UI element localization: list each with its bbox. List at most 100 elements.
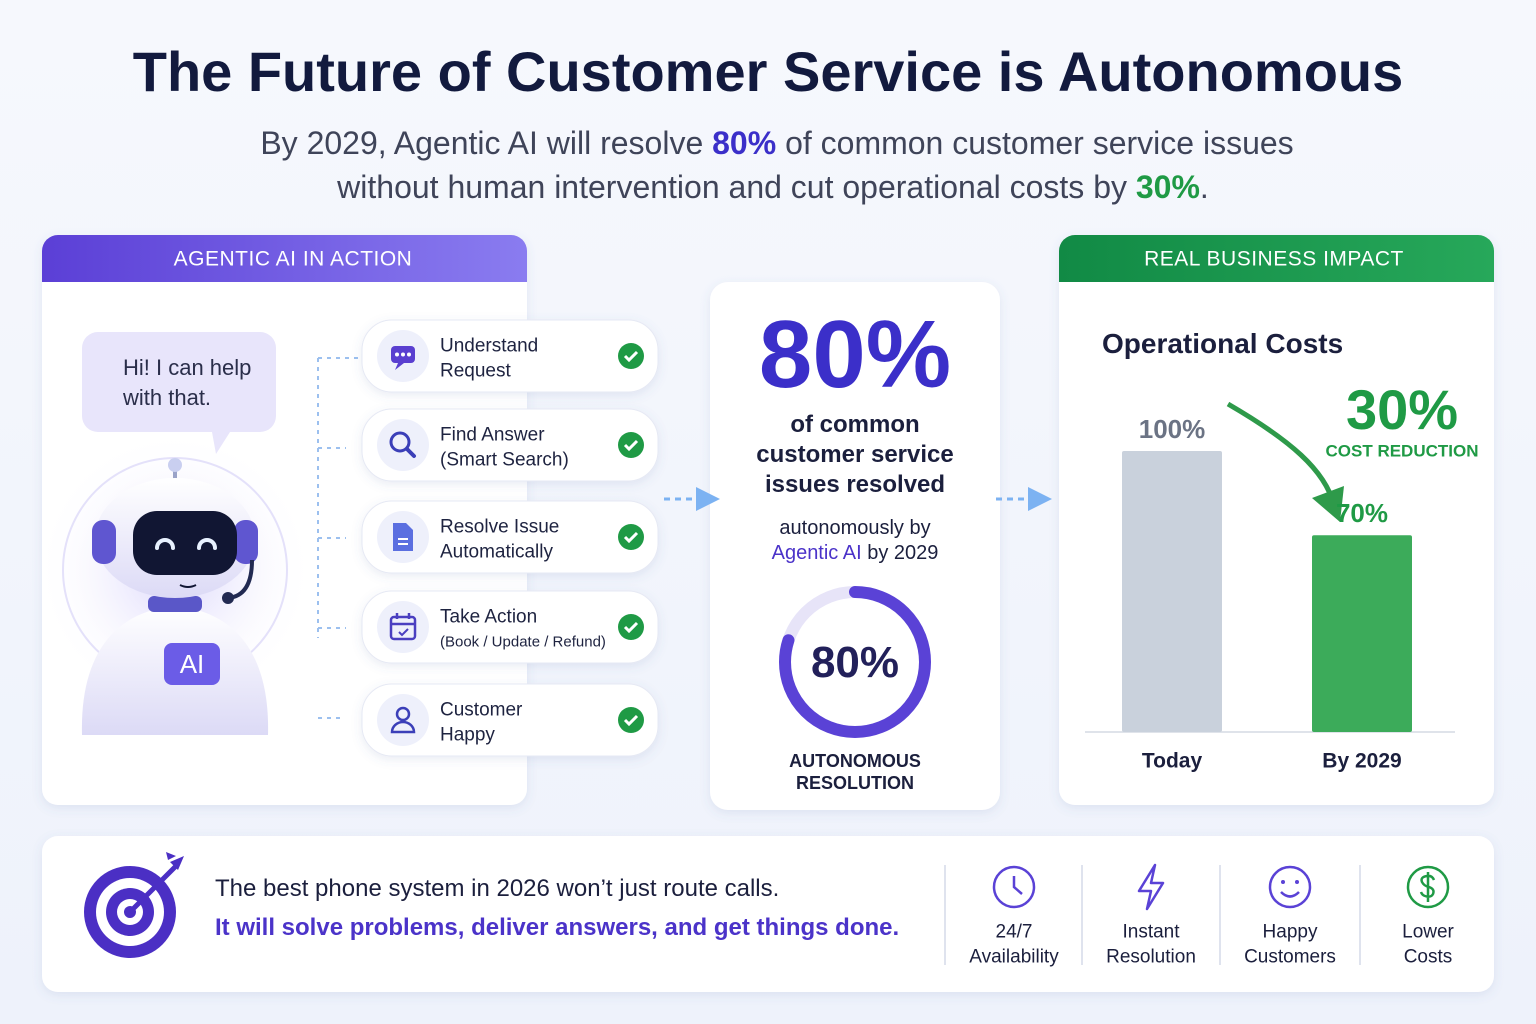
feature-icon xyxy=(1012,876,1023,895)
step-icon xyxy=(407,352,411,357)
step-icon xyxy=(389,431,416,458)
feature-icon xyxy=(1268,865,1312,909)
step-icon xyxy=(389,615,417,641)
robot xyxy=(148,596,202,612)
robot xyxy=(222,592,234,604)
step-label: Take Action xyxy=(440,606,538,628)
feature-label: Resolution xyxy=(1106,946,1196,968)
step-card xyxy=(361,319,659,393)
feature-label: Lower xyxy=(1402,921,1454,943)
feature-icon xyxy=(992,865,1036,909)
stat-byline: autonomously by xyxy=(779,517,931,539)
robot xyxy=(35,332,358,735)
feature-icon xyxy=(992,865,1036,909)
text-span: of common customer service issues xyxy=(776,125,1294,161)
feature-icon xyxy=(1419,872,1436,902)
step-icon xyxy=(390,706,416,734)
category-label: By 2029 xyxy=(1322,749,1402,773)
step-icon xyxy=(389,613,417,641)
robot xyxy=(82,332,276,454)
feature-icon xyxy=(1137,863,1165,911)
feature-icon xyxy=(1137,863,1165,911)
footer-text: It will solve problems, deliver answers,… xyxy=(215,914,900,941)
robot xyxy=(317,357,358,719)
footer-separators xyxy=(944,865,1361,965)
title: The Future of Customer Service is Autono… xyxy=(132,40,1404,103)
check-mark xyxy=(623,439,639,452)
step-icon xyxy=(393,523,413,551)
check-mark xyxy=(623,714,639,727)
panel-heading: REAL BUSINESS IMPACT xyxy=(1144,247,1404,271)
speech-bubble-text: with that. xyxy=(123,385,212,410)
feature-label: Happy xyxy=(1262,921,1318,943)
robot xyxy=(168,458,182,472)
step-icon xyxy=(395,363,404,370)
feature-label: 24/7 xyxy=(995,921,1033,943)
step-label: Automatically xyxy=(440,541,553,563)
feature-icon xyxy=(1295,880,1299,884)
step-card xyxy=(361,590,659,664)
text-span: by 2029 xyxy=(861,542,939,564)
feature-icon xyxy=(1281,880,1285,884)
stat-caption: of common xyxy=(790,411,920,438)
feature-label: Customers xyxy=(1244,946,1336,968)
step-icon xyxy=(401,352,405,357)
stat-caption: customer service xyxy=(756,441,954,468)
check-mark xyxy=(623,621,639,634)
ring-label: 80% xyxy=(810,638,900,687)
ring-arc xyxy=(779,586,931,738)
feature-label: Instant xyxy=(1122,921,1180,943)
step-label: Find Answer xyxy=(440,424,545,446)
step-card xyxy=(361,408,659,482)
reduction-arrowhead xyxy=(1312,486,1344,522)
target-icon xyxy=(166,852,184,870)
text-span: 80% xyxy=(712,125,777,161)
step-icon xyxy=(398,628,409,637)
speech-bubble-text: Hi! I can help xyxy=(123,355,252,380)
stat-byline: Agentic AI by 2029 xyxy=(772,543,939,563)
chart-title: Operational Costs xyxy=(1102,328,1344,359)
step-card xyxy=(361,683,659,757)
text-span: without human intervention and cut opera… xyxy=(337,169,1136,205)
bar xyxy=(1312,535,1412,732)
bar xyxy=(1122,451,1222,732)
step-icon xyxy=(393,523,413,551)
text-span: 30% xyxy=(1135,169,1200,205)
ring-caption: AUTONOMOUS xyxy=(789,751,921,771)
robot xyxy=(133,511,237,575)
footer-text: The best phone system in 2026 won’t just… xyxy=(215,875,780,902)
panel-heading: AGENTIC AI IN ACTION xyxy=(173,247,413,271)
step-label: (Smart Search) xyxy=(440,449,569,471)
text-span: By 2029, Agentic AI will resolve xyxy=(260,125,713,161)
ring-caption: RESOLUTION xyxy=(795,773,915,793)
step-card xyxy=(361,500,659,574)
feature-label: Availability xyxy=(969,946,1059,968)
value-label: 100% xyxy=(1138,414,1206,444)
step-label: Understand xyxy=(440,335,539,357)
step-icon xyxy=(390,720,416,734)
step-label: Request xyxy=(440,360,511,382)
step-icon xyxy=(395,706,411,722)
check-mark xyxy=(623,531,639,544)
footer-panel xyxy=(42,836,1494,992)
subtitle-line: without human intervention and cut opera… xyxy=(337,171,1209,203)
impact-panel-header xyxy=(1059,235,1494,282)
step-label: Happy xyxy=(440,724,495,746)
step-icon xyxy=(395,352,399,357)
step-icon xyxy=(391,346,415,370)
step-label: Resolve Issue xyxy=(440,516,560,538)
check-mark xyxy=(623,350,639,363)
robot xyxy=(179,584,197,588)
target-icon xyxy=(128,864,178,914)
step-icon-bg xyxy=(377,601,429,653)
robot xyxy=(164,643,220,685)
robot xyxy=(155,538,217,550)
feature-icon xyxy=(1406,865,1450,909)
step-icon-bg xyxy=(377,419,429,471)
step-label: Customer xyxy=(440,699,523,721)
feature-label: Costs xyxy=(1403,946,1453,968)
text-span: Agentic AI xyxy=(771,542,862,564)
agent-panel-header xyxy=(42,235,527,282)
